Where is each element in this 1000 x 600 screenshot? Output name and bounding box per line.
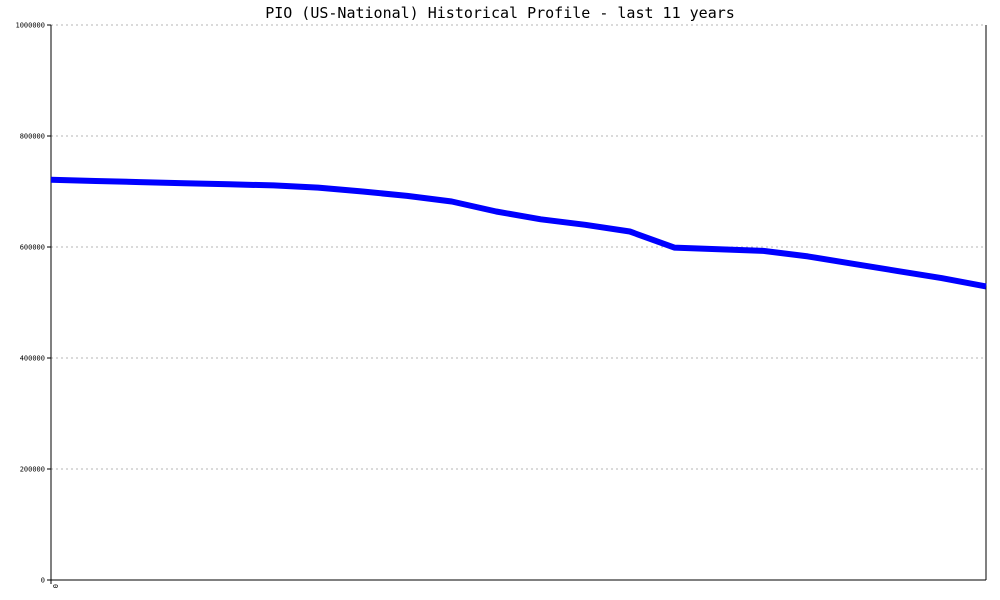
chart-title: PIO (US-National) Historical Profile - l… (265, 4, 735, 22)
grid-lines (51, 24, 986, 470)
axes (47, 24, 987, 584)
series-layer (50, 176, 987, 290)
y-tick-label: 1000000 (15, 22, 45, 30)
y-tick-label: 200000 (20, 466, 45, 474)
y-tick-label: 800000 (20, 133, 45, 141)
y-axis-tick-labels: 0 200000 400000 600000 800000 1000000 (15, 22, 45, 585)
y-tick-label: 0 (41, 577, 45, 585)
series-line (50, 176, 987, 290)
x-axis-tick-labels: 0 (51, 584, 59, 588)
x-tick-label: 0 (51, 584, 59, 588)
y-tick-label: 600000 (20, 244, 45, 252)
y-tick-label: 400000 (20, 355, 45, 363)
